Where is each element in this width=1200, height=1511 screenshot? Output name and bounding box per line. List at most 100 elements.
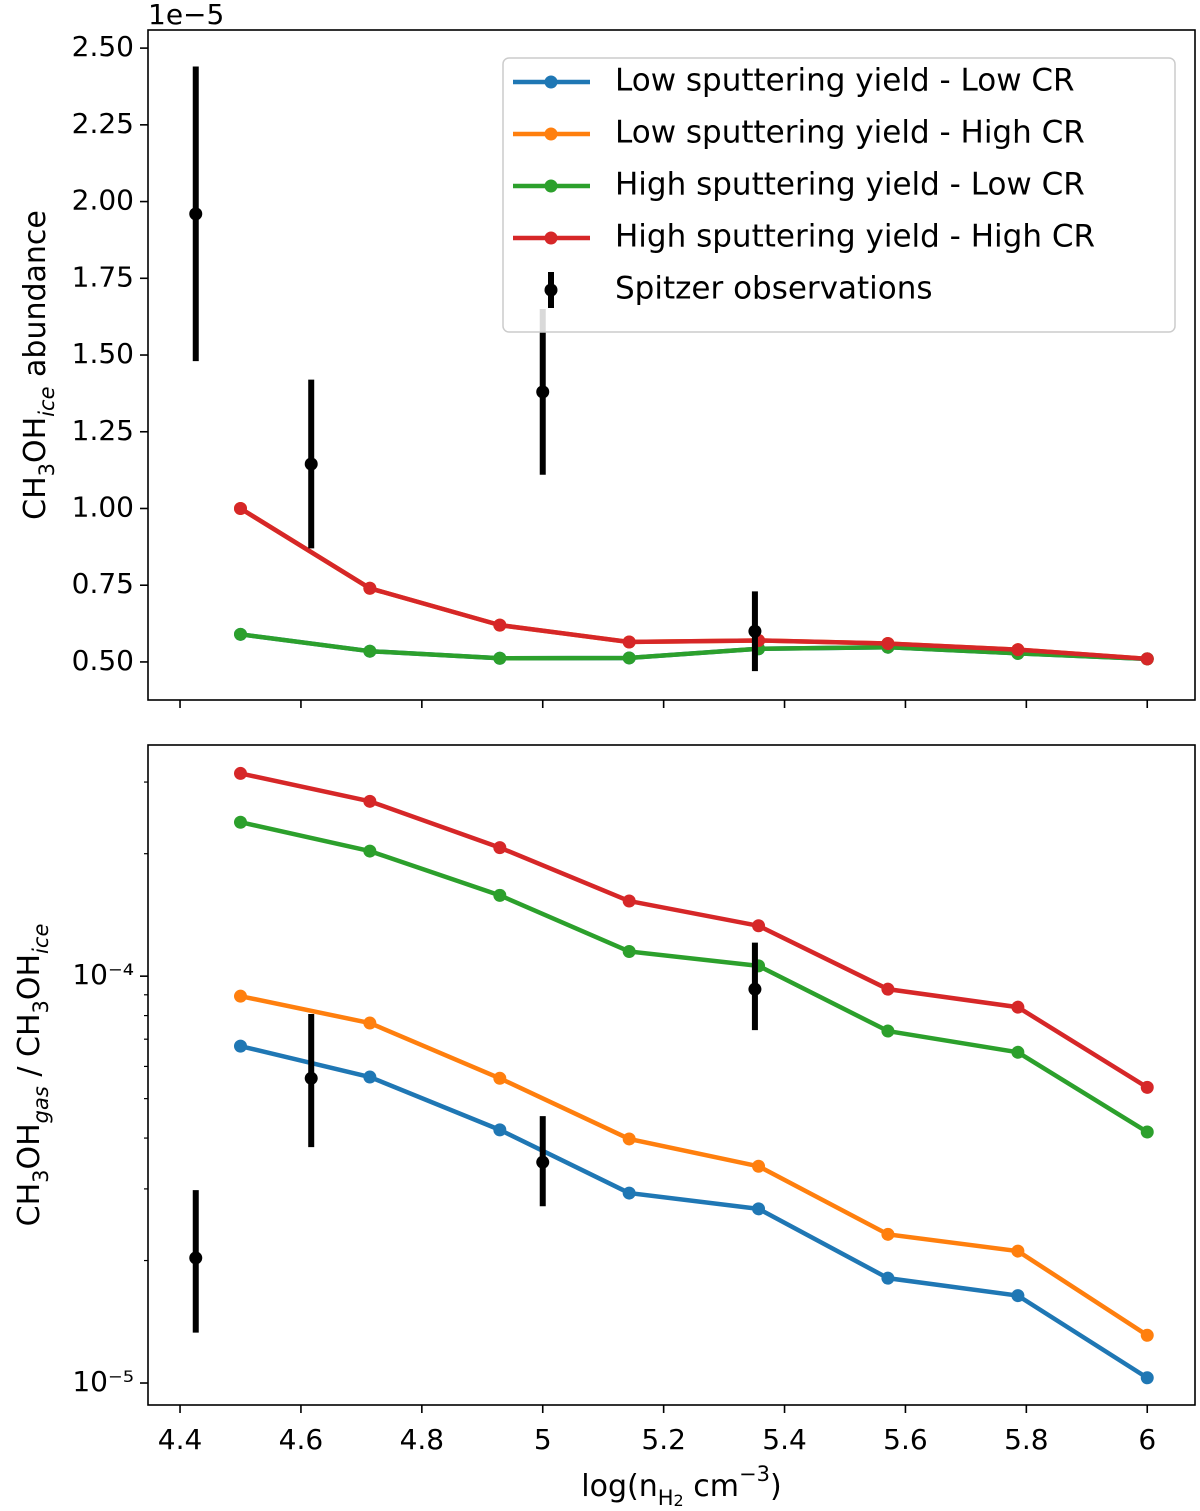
series-line: [239, 1043, 1149, 1380]
label-part: 3: [29, 1000, 53, 1013]
label-part: CH: [12, 1183, 47, 1227]
label-part: ice: [35, 387, 59, 417]
label-part: ice: [29, 924, 53, 954]
panel: 4.4 4.6 4.8 5 5.2 5.4 5.6 5.8 6 10⁻⁵ 10⁻⁴ CH3OHgas …: [12, 744, 1196, 1510]
legend-label: Spitzer observations: [615, 271, 933, 307]
series-point: [233, 501, 247, 515]
series-line: [240, 993, 1149, 1338]
legend-swatch-point: [544, 283, 558, 297]
y-tick-label: 1.75: [72, 260, 134, 293]
series-point: [233, 815, 247, 829]
series-point: [881, 982, 895, 996]
label-part: 2: [674, 1491, 684, 1510]
series-point: [1140, 652, 1154, 666]
series-point: [752, 1202, 766, 1216]
series-point: [233, 627, 247, 641]
series-point: [622, 944, 636, 958]
y-tick-label: 1.50: [72, 337, 134, 370]
series-point: [493, 1123, 507, 1137]
x-tick-label: 5.6: [883, 1423, 928, 1456]
series-point: [1140, 1371, 1154, 1385]
panel: 0.50 0.75 1.00 1.25 1.50 1.75 2.00 2.25 2.50 1e−5…: [18, 0, 1196, 708]
series-point: [363, 581, 377, 595]
label-part: cm: [684, 1469, 739, 1504]
axes-frame: [147, 744, 1196, 1406]
series-point: [493, 1071, 507, 1085]
series-line: [239, 820, 1149, 1134]
y-axis-label: CH3OHice abundance: [18, 210, 60, 520]
series-point: [1011, 643, 1025, 657]
y-tick-label: 1.00: [72, 490, 134, 523]
y-tick-label: 2.25: [72, 107, 134, 140]
series-point: [752, 1159, 766, 1173]
series-point: [622, 635, 636, 649]
observation-point: [536, 1155, 550, 1169]
label-part: 3: [35, 463, 59, 476]
label-part: abundance: [18, 210, 53, 386]
series-line: [240, 771, 1149, 1090]
series-point: [622, 1186, 636, 1200]
series-point: [1011, 1244, 1025, 1258]
series-point: [622, 1132, 636, 1146]
series-point: [493, 618, 507, 632]
y-tick-label: 1.25: [72, 414, 134, 447]
series-point: [363, 1070, 377, 1084]
series-point: [363, 644, 377, 658]
series-point: [233, 1039, 247, 1053]
series-point: [1140, 1328, 1154, 1342]
series-point: [493, 651, 507, 665]
label-part: 3: [29, 1169, 53, 1182]
label-part: ): [770, 1469, 782, 1504]
y-tick-label: 0.50: [72, 644, 134, 677]
observation-point: [304, 457, 318, 471]
series-point: [363, 844, 377, 858]
y-tick-label: 2.00: [72, 184, 134, 217]
series-point: [363, 794, 377, 808]
series-line: [239, 506, 1148, 662]
observation-point: [536, 385, 550, 399]
label-part: OH: [12, 1123, 47, 1169]
label-part: / CH: [12, 1013, 47, 1086]
legend-swatch-point: [544, 75, 558, 89]
x-tick-label: 5.4: [762, 1423, 807, 1456]
label-part: CH: [18, 476, 53, 520]
series-point: [752, 919, 766, 933]
y-offset-label: 1e−5: [148, 0, 224, 31]
legend-label: High sputtering yield - High CR: [615, 219, 1095, 255]
label-part: H: [658, 1486, 674, 1510]
series-point: [881, 637, 895, 651]
series-line: [240, 632, 1148, 662]
y-tick-label: 10⁻⁵: [72, 1365, 134, 1398]
x-tick-label: 5.8: [1004, 1423, 1049, 1456]
label-part: OH: [12, 954, 47, 1000]
x-tick-label: 5: [534, 1423, 552, 1456]
series-point: [1140, 1125, 1154, 1139]
x-axis-label: log(nH2 cm−3): [581, 1462, 781, 1510]
x-tick-label: 5.2: [641, 1423, 686, 1456]
legend-swatch-point: [544, 231, 558, 245]
series-point: [1011, 1045, 1025, 1059]
observation-point: [189, 1251, 203, 1265]
legend-swatch-point: [544, 179, 558, 193]
x-tick-label: 4.6: [279, 1423, 324, 1456]
legend-box: [502, 57, 1176, 333]
legend-swatch-point: [544, 127, 558, 141]
series-point: [881, 1271, 895, 1285]
x-tick-label: 4.8: [400, 1423, 445, 1456]
legend-label: Low sputtering yield - High CR: [615, 115, 1085, 151]
series-point: [881, 1227, 895, 1241]
observation-point: [189, 207, 203, 221]
x-tick-label: 4.4: [158, 1423, 203, 1456]
series-point: [493, 888, 507, 902]
series-point: [622, 894, 636, 908]
x-tick-label: 6: [1138, 1423, 1156, 1456]
y-tick-label: 10⁻⁴: [72, 958, 134, 991]
axes-frame: [147, 29, 1196, 701]
label-part: gas: [29, 1086, 53, 1123]
observation-point: [304, 1071, 318, 1085]
y-tick-label: 2.50: [72, 30, 134, 63]
series-point: [233, 989, 247, 1003]
series-point: [233, 766, 247, 780]
series-line: [239, 506, 1148, 662]
